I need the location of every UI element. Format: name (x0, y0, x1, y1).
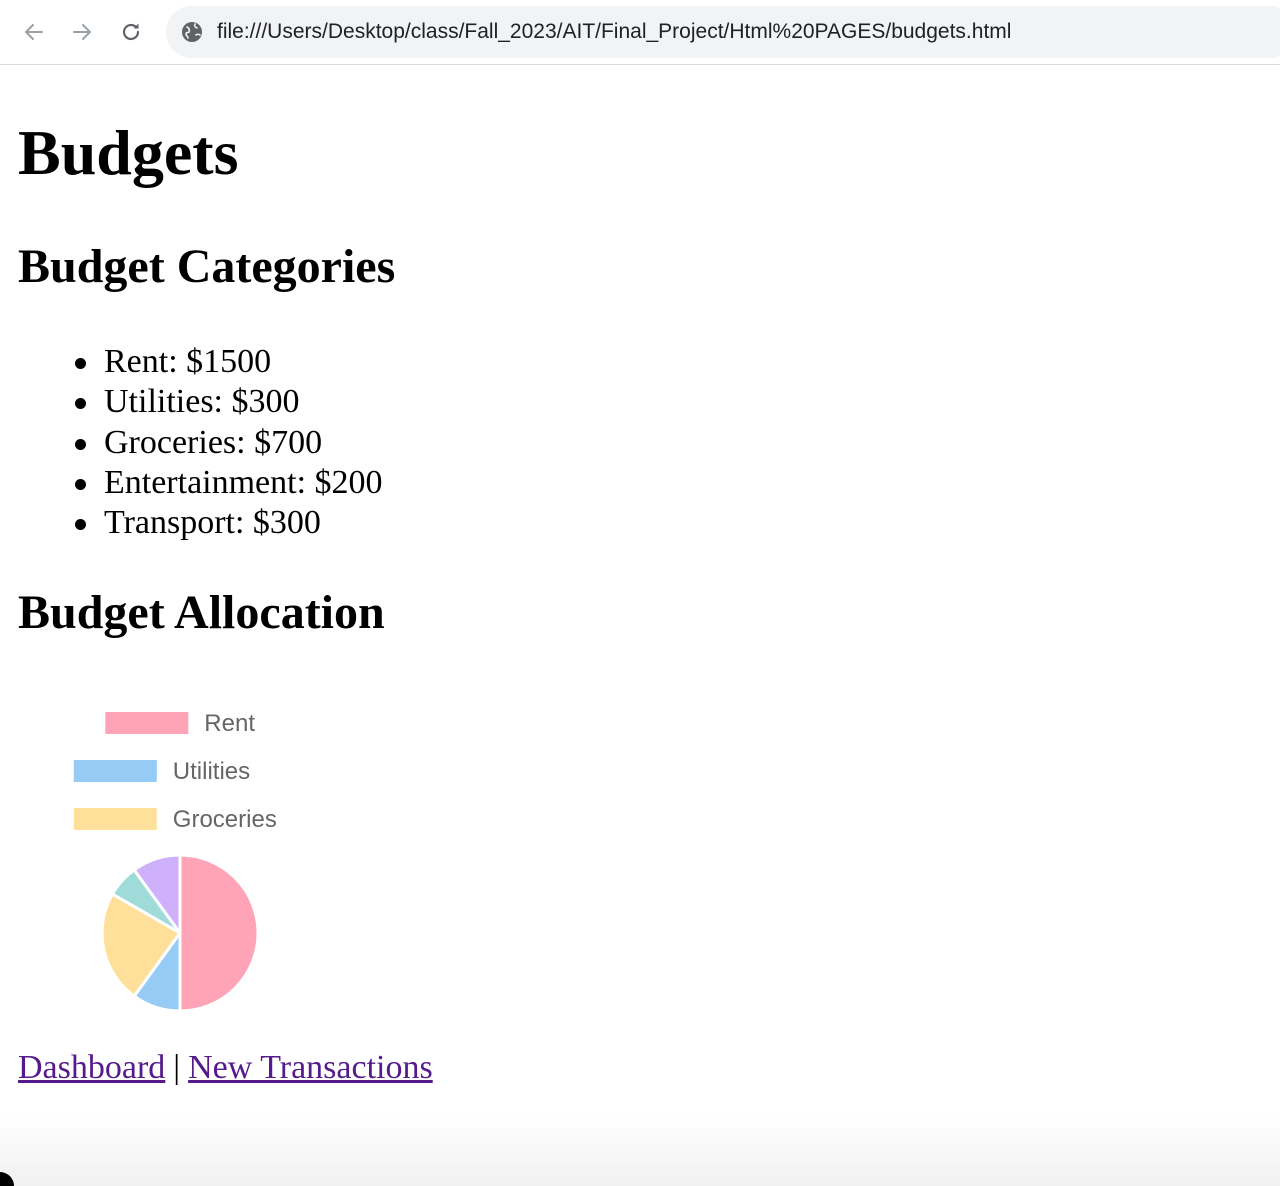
list-item: Utilities: $300 (0, 382, 383, 422)
budget-allocation-chart: Rent Utilities Groceries (60, 685, 310, 1025)
page-content: Budgets Budget Categories Rent: $1500 Ut… (0, 65, 1280, 1186)
bullet-icon (75, 358, 86, 369)
footer-links: Dashboard | New Transactions (18, 1048, 433, 1088)
list-item-label: Transport: $300 (104, 504, 321, 541)
list-item-label: Rent: $1500 (104, 343, 272, 380)
legend-swatch-rent[interactable] (105, 712, 189, 734)
legend-label-utilities[interactable]: Utilities (173, 758, 250, 785)
site-info-button[interactable] (180, 20, 204, 44)
bullet-icon (75, 478, 86, 490)
reload-icon (122, 23, 140, 41)
pie-slice-groceries[interactable] (100, 892, 182, 998)
list-item: Transport: $300 (0, 503, 383, 543)
list-item: Groceries: $700 (0, 423, 383, 463)
bullet-icon (75, 438, 86, 450)
pie-slice-rent[interactable] (178, 853, 260, 1013)
page-title: Budgets (18, 117, 239, 188)
allocation-heading: Budget Allocation (18, 586, 385, 639)
pie-slice-transport[interactable] (132, 853, 182, 935)
categories-heading: Budget Categories (18, 240, 396, 293)
legend-swatch-groceries[interactable] (73, 808, 157, 830)
dashboard-link[interactable]: Dashboard (18, 1049, 166, 1086)
pie-chart-svg: Rent Utilities Groceries (73, 710, 277, 1013)
list-item: Rent: $1500 (0, 342, 383, 382)
forward-button[interactable] (64, 14, 100, 50)
legend-swatch-utilities[interactable] (73, 760, 157, 782)
browser-toolbar: file:///Users/Desktop/class/Fall_2023/AI… (0, 0, 1280, 65)
list-item-label: Entertainment: $200 (104, 463, 383, 501)
list-item: Entertainment: $200 (0, 463, 383, 503)
arrow-left-icon (25, 24, 43, 40)
globe-icon (182, 22, 202, 42)
list-item-label: Utilities: $300 (104, 383, 300, 421)
address-bar[interactable]: file:///Users/Desktop/class/Fall_2023/AI… (166, 6, 1280, 58)
budget-categories-list: Rent: $1500 Utilities: $300 Groceries: $… (0, 342, 383, 543)
bullet-icon (75, 398, 86, 410)
list-item-label: Groceries: $700 (104, 423, 323, 461)
new-transactions-link[interactable]: New Transactions (188, 1049, 433, 1086)
back-button[interactable] (16, 14, 52, 50)
bullet-icon (75, 519, 86, 530)
arrow-right-icon (73, 24, 91, 40)
legend-label-groceries[interactable]: Groceries (173, 806, 277, 833)
legend-label-rent[interactable]: Rent (204, 710, 255, 737)
link-separator: | (173, 1049, 181, 1086)
url-text[interactable]: file:///Users/Desktop/class/Fall_2023/AI… (217, 20, 1012, 43)
reload-button[interactable] (113, 14, 149, 50)
